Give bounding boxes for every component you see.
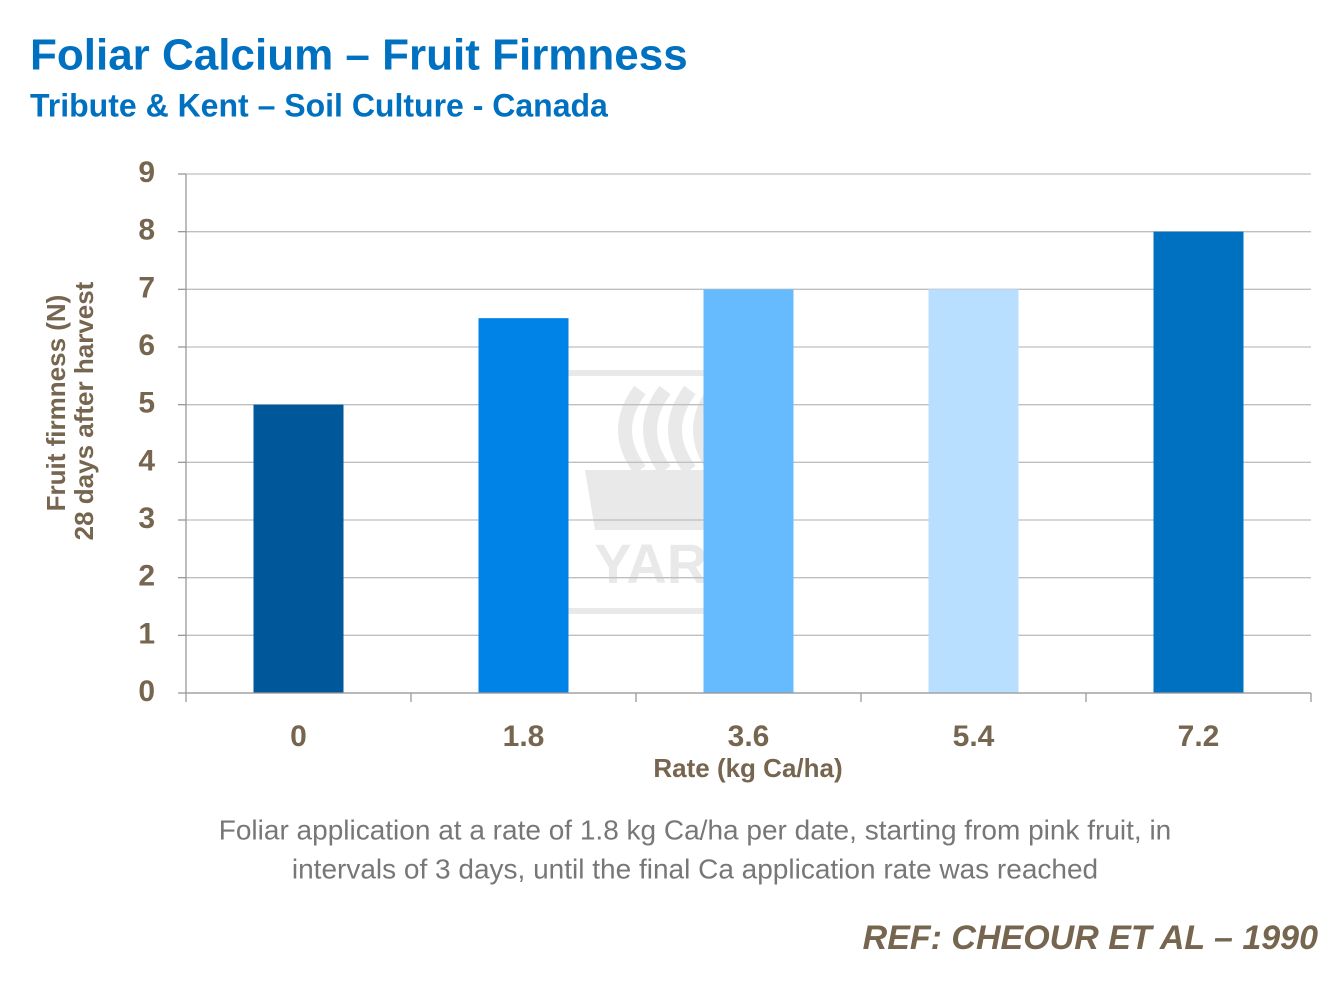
x-tick-label: 0 (290, 720, 307, 753)
y-tick-label: 1 (138, 617, 155, 650)
bar (478, 318, 569, 693)
y-tick-label: 3 (138, 502, 155, 535)
footnote: Foliar application at a rate of 1.8 kg C… (219, 814, 1172, 845)
bar (703, 289, 794, 693)
footnote: intervals of 3 days, until the final Ca … (292, 853, 1098, 884)
reference: REF: CHEOUR ET AL – 1990 (863, 919, 1318, 957)
y-tick-label: 7 (138, 271, 155, 304)
chart-subtitle: Tribute & Kent – Soil Culture - Canada (30, 87, 608, 123)
y-tick-label: 0 (138, 675, 155, 708)
y-tick-label: 2 (138, 560, 155, 593)
x-tick-label: 3.6 (728, 720, 770, 753)
y-tick-label: 9 (138, 156, 155, 189)
bar (928, 289, 1019, 693)
y-tick-label: 6 (138, 329, 155, 362)
y-tick-label: 8 (138, 214, 155, 247)
x-tick-label: 7.2 (1178, 720, 1220, 753)
y-tick-label: 4 (138, 444, 155, 477)
x-tick-label: 1.8 (503, 720, 545, 753)
bar (1153, 231, 1244, 693)
x-tick-label: 5.4 (953, 720, 995, 753)
y-axis-title: 28 days after harvest (69, 281, 99, 540)
bar (253, 404, 344, 693)
y-tick-label: 5 (138, 387, 155, 420)
x-axis-title: Rate (kg Ca/ha) (653, 753, 842, 783)
y-axis-title: Fruit firmness (N) (41, 295, 71, 512)
chart-title: Foliar Calcium – Fruit Firmness (30, 31, 688, 80)
watermark-sail (618, 385, 721, 475)
